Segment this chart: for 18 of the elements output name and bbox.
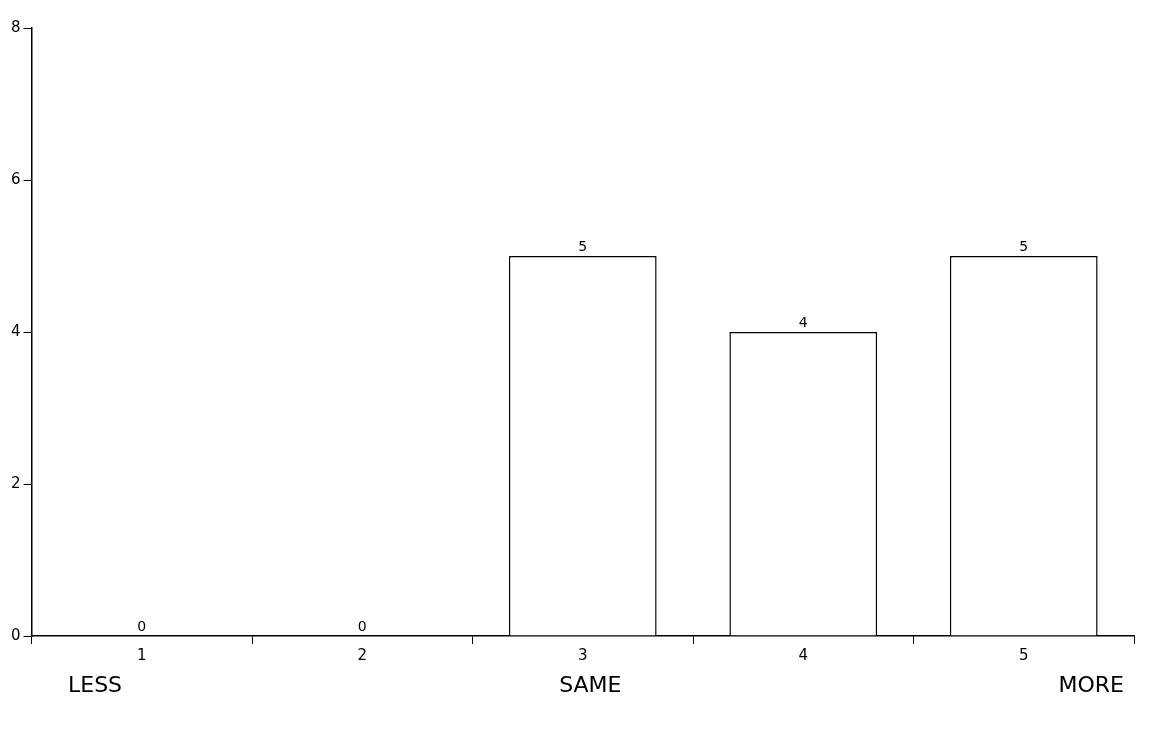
data-label: 5 bbox=[1019, 237, 1029, 254]
x-tick-label: 4 bbox=[798, 645, 809, 664]
text: MORE bbox=[1058, 672, 1124, 697]
y-tick-label: 8 bbox=[11, 17, 21, 36]
y-tick-label: 6 bbox=[11, 169, 21, 188]
text: SAME bbox=[559, 672, 622, 697]
data-label: 4 bbox=[798, 313, 808, 330]
data-label: 5 bbox=[578, 237, 588, 254]
x-tick-label: 1 bbox=[137, 645, 147, 664]
y-tick-label: 2 bbox=[11, 473, 21, 492]
x-tick-label: 3 bbox=[578, 645, 588, 664]
text: LESS bbox=[68, 672, 123, 697]
data-label: 0 bbox=[357, 617, 367, 634]
y-tick-label: 4 bbox=[11, 321, 21, 340]
y-tick-label: 0 bbox=[11, 625, 21, 644]
x-tick-label: 5 bbox=[1018, 645, 1029, 664]
x-tick-label: 2 bbox=[357, 645, 368, 664]
data-label: 0 bbox=[137, 617, 147, 634]
